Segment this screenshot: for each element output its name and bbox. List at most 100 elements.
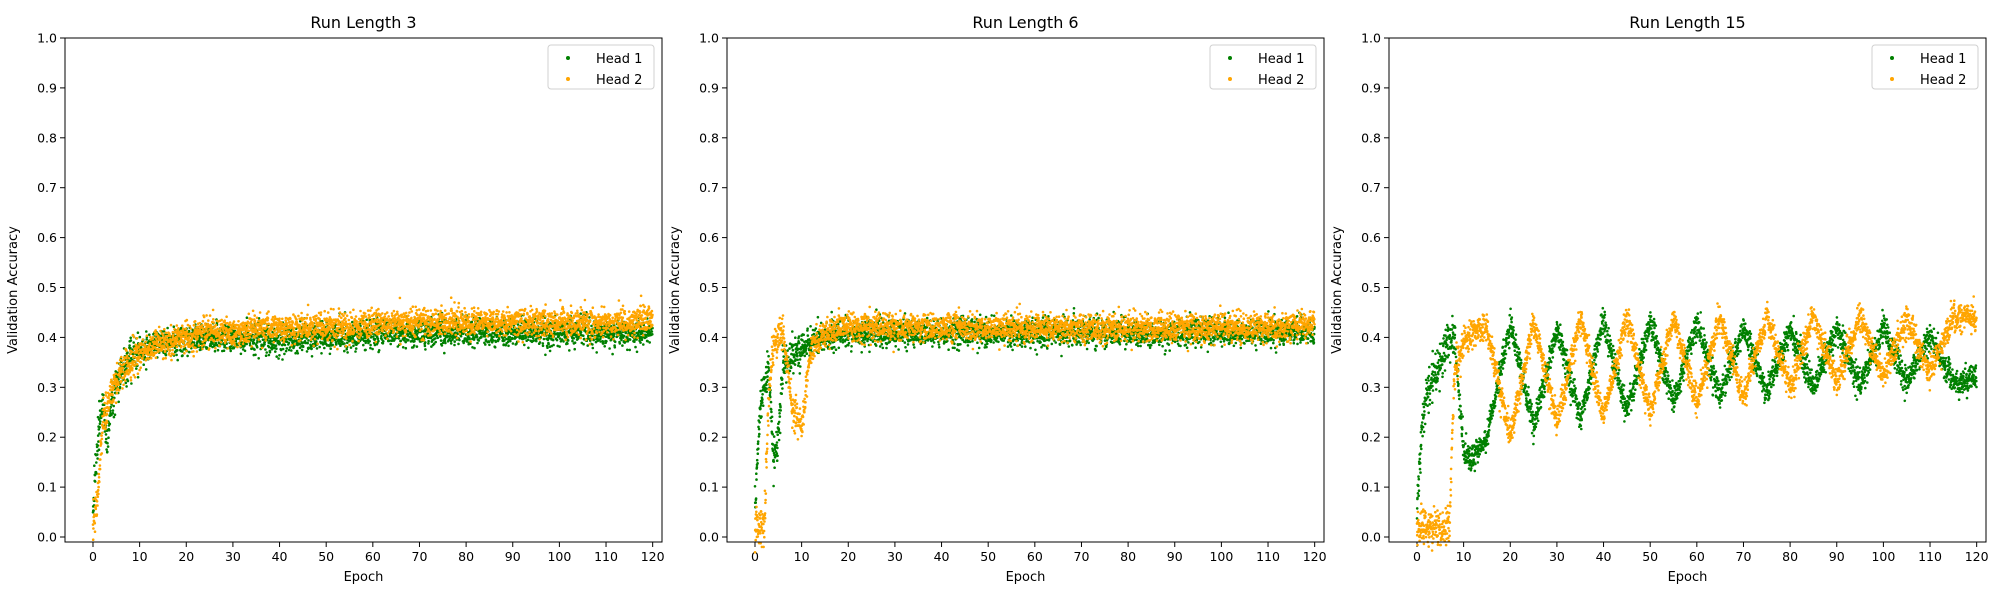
point-head-1 (254, 353, 257, 357)
point-head-2 (136, 372, 140, 376)
point-head-2 (171, 348, 174, 352)
point-head-2 (264, 339, 268, 342)
point-head-1 (129, 346, 132, 350)
point-head-2 (335, 336, 338, 340)
point-head-2 (420, 323, 423, 327)
point-head-2 (381, 329, 385, 333)
y-tick-label: 0.3 (37, 380, 57, 395)
point-head-1 (117, 400, 120, 404)
point-head-2 (439, 321, 443, 325)
point-head-1 (595, 351, 598, 354)
point-head-2 (219, 340, 223, 344)
point-head-2 (192, 354, 195, 358)
point-head-1 (92, 509, 95, 513)
point-head-1 (278, 341, 282, 345)
point-head-2 (184, 327, 187, 331)
point-head-1 (138, 335, 142, 339)
point-head-1 (310, 347, 313, 350)
point-head-1 (150, 342, 154, 346)
point-head-2 (111, 382, 114, 386)
point-head-2 (115, 391, 119, 395)
point-head-1 (287, 348, 291, 352)
y-tick-label: 0.9 (37, 80, 57, 95)
point-head-1 (423, 344, 427, 348)
point-head-2 (218, 344, 222, 348)
point-head-2 (450, 309, 454, 313)
point-head-1 (96, 457, 99, 460)
point-head-2 (94, 507, 98, 511)
point-head-1 (306, 341, 310, 345)
point-head-2 (93, 530, 97, 533)
point-head-2 (332, 331, 335, 335)
point-head-2 (155, 341, 159, 344)
point-head-2 (267, 310, 270, 313)
point-head-2 (375, 330, 379, 334)
point-head-1 (473, 346, 476, 350)
point-head-2 (404, 311, 408, 315)
point-head-2 (332, 308, 335, 311)
point-head-1 (124, 381, 128, 385)
point-head-2 (122, 362, 126, 366)
point-head-2 (144, 344, 147, 348)
point-head-1 (591, 346, 595, 350)
point-head-2 (120, 355, 123, 359)
point-head-1 (97, 428, 101, 431)
point-head-2 (360, 332, 363, 335)
point-head-2 (212, 321, 215, 324)
point-head-1 (145, 338, 148, 341)
y-tick-label: 0.7 (37, 180, 57, 195)
point-head-2 (291, 321, 295, 324)
point-head-1 (98, 426, 101, 429)
point-head-2 (388, 317, 392, 321)
point-head-2 (105, 412, 109, 416)
point-head-2 (255, 334, 258, 337)
point-head-2 (398, 296, 402, 300)
point-head-2 (347, 318, 351, 322)
point-head-2 (326, 338, 330, 342)
point-head-1 (346, 351, 349, 354)
point-head-2 (208, 314, 212, 317)
point-head-2 (235, 335, 238, 338)
y-axis: 0.00.10.20.30.40.50.60.70.80.91.0 (37, 31, 65, 545)
point-head-1 (301, 345, 305, 349)
point-head-1 (113, 413, 117, 417)
point-head-2 (170, 358, 173, 362)
point-head-2 (344, 320, 348, 323)
point-head-2 (164, 331, 168, 335)
point-head-2 (151, 336, 155, 339)
point-head-2 (425, 318, 429, 322)
point-head-2 (214, 346, 217, 350)
point-head-2 (171, 333, 175, 337)
point-head-1 (468, 337, 472, 341)
point-head-2 (141, 357, 144, 361)
point-head-2 (436, 309, 439, 313)
point-head-2 (319, 313, 323, 317)
point-head-2 (95, 500, 99, 503)
point-head-2 (162, 357, 165, 360)
point-head-2 (450, 332, 454, 335)
point-head-2 (323, 309, 327, 313)
point-head-1 (281, 358, 284, 361)
point-head-2 (107, 396, 110, 400)
point-head-2 (100, 452, 104, 455)
point-head-2 (129, 379, 133, 382)
point-head-1 (354, 347, 358, 350)
point-head-2 (211, 308, 215, 312)
point-head-2 (369, 322, 373, 326)
point-head-1 (475, 335, 479, 339)
point-head-1 (476, 341, 479, 345)
x-tick-label: 110 (594, 549, 618, 564)
point-head-2 (97, 492, 100, 496)
point-head-1 (497, 337, 501, 341)
point-head-1 (239, 352, 243, 356)
point-head-2 (181, 324, 184, 328)
point-head-2 (96, 504, 99, 507)
point-head-2 (135, 337, 139, 340)
point-head-2 (93, 521, 97, 525)
x-tick-label: 40 (272, 549, 288, 564)
point-head-2 (381, 312, 384, 315)
point-head-1 (310, 344, 313, 348)
point-head-1 (95, 472, 98, 475)
point-head-1 (99, 420, 102, 423)
point-head-2 (163, 349, 167, 352)
